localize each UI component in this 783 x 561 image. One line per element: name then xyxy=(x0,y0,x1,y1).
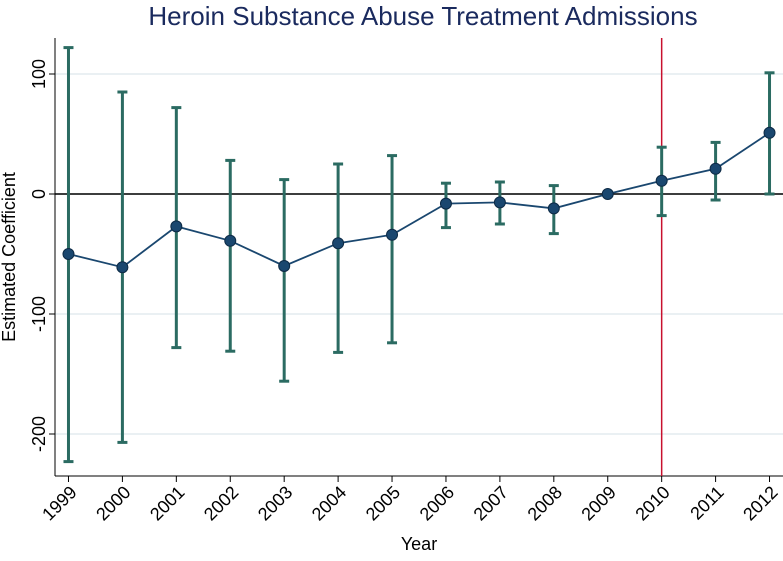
error-bar xyxy=(333,162,344,354)
point xyxy=(547,202,560,215)
point xyxy=(493,196,506,209)
x-tick-label: 2008 xyxy=(524,482,566,524)
x-axis-label: Year xyxy=(401,534,437,554)
x-tick-label: 2009 xyxy=(577,482,619,524)
x-tick-label: 2004 xyxy=(308,482,350,524)
y-tick-label: -100 xyxy=(29,296,49,332)
error-bar xyxy=(387,154,398,345)
point xyxy=(386,228,399,241)
x-tick-label: 2006 xyxy=(416,482,458,524)
point xyxy=(116,261,129,274)
point xyxy=(439,197,452,210)
x-tick-label: 2011 xyxy=(686,482,728,524)
point xyxy=(601,188,614,200)
point xyxy=(170,220,183,233)
point xyxy=(278,260,291,272)
error-bar xyxy=(225,158,236,353)
x-tick-label: 1999 xyxy=(38,482,80,524)
y-axis-label: Estimated Coefficient xyxy=(0,172,19,342)
point xyxy=(655,174,668,187)
point xyxy=(62,248,75,260)
x-tick-label: 2007 xyxy=(470,482,512,524)
x-tick-label: 2003 xyxy=(254,482,296,524)
x-tick-label: 2001 xyxy=(146,482,188,524)
error-bar xyxy=(279,178,290,383)
y-tick-label: -200 xyxy=(29,416,49,452)
x-tick-label: 2005 xyxy=(362,482,404,524)
point xyxy=(332,237,345,250)
point xyxy=(224,234,237,247)
x-tick-label: 2012 xyxy=(739,482,781,524)
y-tick-label: 100 xyxy=(29,59,49,89)
y-tick-label: 0 xyxy=(29,189,49,199)
x-tick-label: 2000 xyxy=(92,482,134,524)
x-tick-label: 2002 xyxy=(200,482,242,524)
point xyxy=(709,162,722,175)
x-tick-label: 2010 xyxy=(631,482,673,524)
line xyxy=(68,132,771,269)
point xyxy=(763,126,776,139)
chart-title: Heroin Substance Abuse Treatment Admissi… xyxy=(148,1,697,31)
